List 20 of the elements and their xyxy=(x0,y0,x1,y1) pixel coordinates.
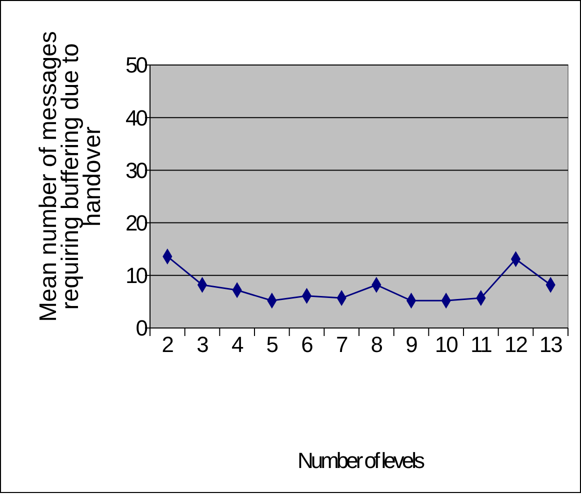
y-axis-title: Mean number of messages requiring buffering due to handover xyxy=(35,31,106,322)
x-tick-label: 5 xyxy=(266,332,278,357)
x-tick-label: 10 xyxy=(434,332,458,357)
y-tick-label: 30 xyxy=(126,158,148,183)
x-tick-label: 3 xyxy=(196,332,209,357)
y-tick-label: 0 xyxy=(136,316,148,341)
x-tick-label: 12 xyxy=(504,332,528,357)
x-tick-label: 6 xyxy=(301,332,314,357)
y-tick-label: 40 xyxy=(126,105,148,130)
x-tick-label: 9 xyxy=(406,332,418,357)
x-tick-label: 4 xyxy=(231,332,244,357)
x-tick-label: 13 xyxy=(539,332,563,357)
y-tick-label: 10 xyxy=(126,263,148,288)
x-tick-label: 8 xyxy=(370,332,383,357)
x-tick-label: 7 xyxy=(336,332,348,357)
y-tick-label: 50 xyxy=(126,52,148,78)
x-axis-title: Number of levels xyxy=(297,448,426,473)
x-tick-label: 2 xyxy=(162,332,174,357)
x-tick-label: 11 xyxy=(470,332,492,357)
y-tick-label: 20 xyxy=(126,210,148,236)
